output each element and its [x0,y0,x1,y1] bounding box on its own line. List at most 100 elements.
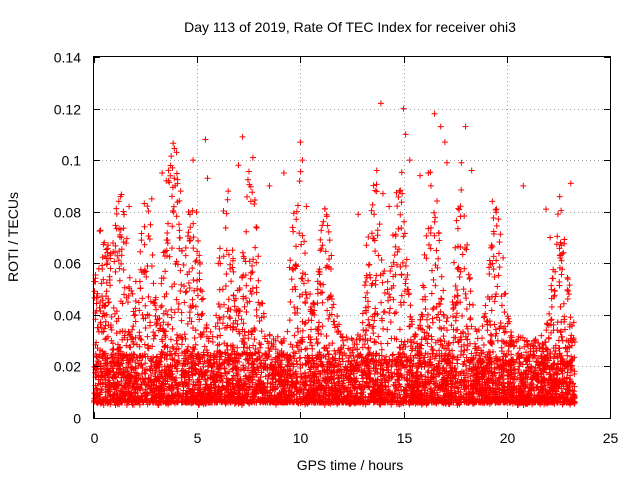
data-point [246,168,253,175]
data-point [209,339,216,346]
data-point [228,278,235,285]
data-point [494,283,501,290]
data-point [296,178,303,185]
data-point [106,276,113,283]
data-point [359,344,366,351]
data-points [91,100,578,409]
data-point [436,237,443,244]
data-point [153,322,160,329]
data-point [293,216,300,223]
data-point [461,265,468,272]
data-point [91,278,98,285]
data-point [463,246,470,253]
data-point [490,348,497,355]
data-point [394,203,401,210]
data-point [143,273,150,280]
data-point [440,333,447,340]
data-point [220,253,227,260]
data-point [364,289,371,296]
data-point [407,313,414,320]
data-point [432,282,439,289]
data-point [501,329,508,336]
data-point [251,200,258,207]
data-point [151,332,158,339]
data-point [176,234,183,241]
data-point [188,318,195,325]
data-point [112,222,119,229]
data-point [387,318,394,325]
data-point [567,314,574,321]
data-point [393,309,400,316]
data-point [384,326,391,333]
data-point [326,342,333,349]
data-point [401,218,408,225]
data-point [253,284,260,291]
data-point [167,336,174,343]
data-point [402,263,409,270]
data-point [493,257,500,264]
data-point [388,263,395,270]
data-point [440,324,447,331]
data-point [374,311,381,318]
data-point [189,296,196,303]
data-point [459,312,466,319]
data-point [317,290,324,297]
data-point [126,343,133,350]
data-point [378,346,385,353]
data-point [372,310,379,317]
data-point [398,292,405,299]
data-point [253,223,260,230]
data-point [319,222,326,229]
data-point [435,300,442,307]
data-point [515,333,522,340]
data-point [428,224,435,231]
data-point [121,284,128,291]
data-point [220,207,227,214]
data-point [178,341,185,348]
data-point [372,248,379,255]
data-point [543,327,550,334]
data-point [516,345,523,352]
data-point [404,271,411,278]
data-point [150,280,157,287]
data-point [454,292,461,299]
data-point [170,345,177,352]
data-point [93,300,100,307]
data-point [131,312,138,319]
data-point [427,386,434,393]
data-point [216,245,223,252]
data-point [498,344,505,351]
data-point [323,332,330,339]
data-point [240,320,247,327]
data-point [241,303,248,310]
data-point [400,233,407,240]
data-point [146,235,153,242]
data-point [291,283,298,290]
data-point [454,265,461,272]
data-point [141,341,148,348]
data-point [132,278,139,285]
data-point [543,346,550,353]
data-point [177,267,184,274]
data-point [319,299,326,306]
data-point [397,263,404,270]
data-point [291,332,298,339]
data-point [189,344,196,351]
data-point [523,349,530,356]
data-point [488,307,495,314]
data-point [429,315,436,322]
data-point [493,222,500,229]
data-point [174,331,181,338]
data-point [374,232,381,239]
data-point [291,304,298,311]
data-point [398,169,405,176]
data-point [222,224,229,231]
data-point [108,326,115,333]
data-point [160,319,167,326]
data-point [111,310,118,317]
data-point [184,320,191,327]
data-point [94,294,101,301]
data-point [390,259,397,266]
data-point [490,214,497,221]
data-point [198,296,205,303]
